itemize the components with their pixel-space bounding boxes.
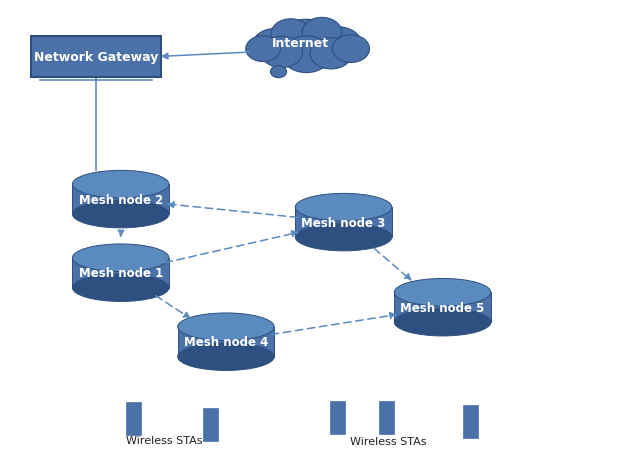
FancyBboxPatch shape xyxy=(394,293,491,322)
Circle shape xyxy=(277,20,336,64)
Text: Wireless STAs: Wireless STAs xyxy=(126,435,202,445)
FancyBboxPatch shape xyxy=(295,207,392,237)
Ellipse shape xyxy=(72,201,169,228)
FancyBboxPatch shape xyxy=(203,408,218,441)
Text: Mesh node 5: Mesh node 5 xyxy=(400,301,485,314)
Text: Mesh node 2: Mesh node 2 xyxy=(79,193,163,206)
Ellipse shape xyxy=(295,224,392,251)
Circle shape xyxy=(246,37,280,62)
Ellipse shape xyxy=(295,194,392,222)
Circle shape xyxy=(313,28,362,64)
Circle shape xyxy=(332,36,370,63)
Ellipse shape xyxy=(72,171,169,199)
FancyBboxPatch shape xyxy=(463,405,478,438)
Ellipse shape xyxy=(178,343,274,371)
Text: Internet: Internet xyxy=(272,37,329,50)
Text: Mesh node 4: Mesh node 4 xyxy=(184,336,268,348)
FancyBboxPatch shape xyxy=(72,185,169,215)
FancyBboxPatch shape xyxy=(178,327,274,357)
Ellipse shape xyxy=(72,274,169,302)
Text: Wireless STAs: Wireless STAs xyxy=(350,436,427,446)
FancyBboxPatch shape xyxy=(330,401,345,434)
FancyBboxPatch shape xyxy=(31,37,161,78)
Circle shape xyxy=(282,37,331,73)
Ellipse shape xyxy=(72,244,169,272)
Ellipse shape xyxy=(178,313,274,341)
FancyBboxPatch shape xyxy=(72,258,169,288)
FancyBboxPatch shape xyxy=(379,401,394,434)
Text: Mesh node 1: Mesh node 1 xyxy=(79,267,163,280)
FancyBboxPatch shape xyxy=(126,402,141,435)
Circle shape xyxy=(261,37,303,68)
Text: Mesh node 3: Mesh node 3 xyxy=(301,216,386,229)
Circle shape xyxy=(302,18,342,48)
Circle shape xyxy=(310,39,352,70)
Ellipse shape xyxy=(394,279,491,307)
Circle shape xyxy=(252,29,299,64)
Text: Network Gateway: Network Gateway xyxy=(34,51,158,64)
Ellipse shape xyxy=(394,308,491,336)
Circle shape xyxy=(271,67,287,78)
Circle shape xyxy=(271,20,311,49)
